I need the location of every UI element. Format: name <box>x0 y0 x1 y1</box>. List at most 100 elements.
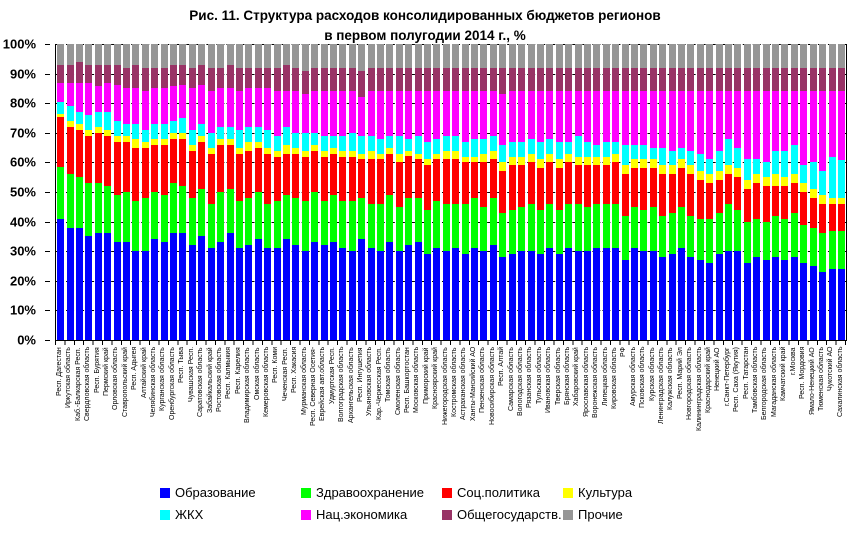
y-axis-tick-label: 100% <box>2 36 36 52</box>
bar-segment <box>536 91 544 142</box>
bar-segment <box>546 153 554 163</box>
bar-segment <box>743 91 751 160</box>
bar-segment <box>612 91 620 142</box>
bar-segment <box>518 67 526 92</box>
stacked-bar <box>85 44 93 340</box>
bar-segment <box>358 97 366 136</box>
stacked-bar <box>762 44 770 340</box>
stacked-bar <box>837 44 845 340</box>
y-axis-tick-mark <box>45 103 50 105</box>
bar-segment <box>837 268 845 340</box>
x-axis-category-label: Белгородская область <box>760 347 769 489</box>
bar-segment <box>790 67 798 92</box>
chart-title-line2: в первом полугодии 2014 г., % <box>324 28 526 43</box>
bar-segment <box>123 67 131 89</box>
bar-slot <box>799 44 808 340</box>
bar-segment <box>565 44 573 68</box>
gridline <box>56 44 846 45</box>
bar-segment <box>725 251 733 340</box>
bar-segment <box>630 159 638 169</box>
bar-segment <box>395 206 403 252</box>
x-axis-category-label: г.Москва <box>789 347 798 489</box>
bar-segment <box>198 236 206 340</box>
x-axis-category-label: Пензенская область <box>478 347 487 489</box>
x-axis-category-label-text: Белгородская область <box>761 347 769 420</box>
bar-segment <box>329 67 337 92</box>
bar-segment <box>715 91 723 151</box>
bar-segment <box>678 168 686 207</box>
bar-segment <box>329 242 337 340</box>
stacked-bar <box>386 44 394 340</box>
x-axis-category-label: Брянская область <box>563 347 572 489</box>
bar-segment <box>113 85 121 121</box>
bar-segment <box>621 67 629 92</box>
bar-segment <box>132 200 140 252</box>
bar-segment <box>678 67 686 92</box>
x-axis-category-label: Ивановская область <box>544 347 553 489</box>
bar-segment <box>555 209 563 255</box>
bar-segment <box>809 197 817 228</box>
x-axis-category-label: Мурманская область <box>300 347 309 489</box>
bar-segment <box>235 153 243 201</box>
x-axis-category-label-text: Волгоградская область <box>338 347 346 423</box>
bar-segment <box>433 91 441 139</box>
bar-segment <box>320 67 328 92</box>
bar-segment <box>696 171 704 181</box>
bar-segment <box>254 126 262 142</box>
bar-segment <box>123 135 131 142</box>
stacked-bar <box>678 44 686 340</box>
bar-segment <box>358 44 366 71</box>
bar-segment <box>282 44 290 65</box>
gridline <box>56 132 846 134</box>
stacked-bar <box>123 44 131 340</box>
bar-segment <box>837 203 845 231</box>
x-axis-category-label-text: Магаданская область <box>770 347 778 418</box>
x-axis-category-label: Саратовская область <box>196 347 205 489</box>
bar-segment <box>113 194 121 243</box>
bar-segment <box>762 177 770 187</box>
bar-segment <box>612 203 620 249</box>
bar-slot <box>696 44 705 340</box>
bar-segment <box>76 177 84 228</box>
bar-segment <box>480 162 488 207</box>
x-axis-category-label-text: Архангельская область <box>347 347 355 423</box>
bar-segment <box>76 227 84 340</box>
bar-segment <box>235 91 243 130</box>
x-axis-category-label: Респ. Тыва <box>177 347 186 489</box>
bar-segment <box>762 91 770 163</box>
bar-segment <box>687 174 695 216</box>
x-axis-category-label: Респ. Мордовия <box>798 347 807 489</box>
bar-segment <box>668 91 676 151</box>
x-axis-category-label: Ямало-Ненецкий АО <box>808 347 817 489</box>
bar-segment <box>555 141 563 160</box>
bar-segment <box>301 156 309 201</box>
stacked-bar <box>790 44 798 340</box>
x-axis-category-label-text: Калининградская область <box>695 347 703 432</box>
x-axis-category-label: Камчатский край <box>779 347 788 489</box>
bar-segment <box>621 174 629 216</box>
bar-segment <box>160 44 168 68</box>
bar-segment <box>179 85 187 119</box>
bar-segment <box>546 248 554 340</box>
bar-segment <box>123 242 131 340</box>
bar-slot <box>150 44 159 340</box>
bar-segment <box>235 129 243 148</box>
bar-segment <box>442 91 450 136</box>
bar-segment <box>358 197 366 240</box>
bar-segment <box>536 254 544 340</box>
bar-segment <box>555 44 563 68</box>
bar-segment <box>282 153 290 195</box>
bar-segment <box>480 44 488 68</box>
bar-segment <box>734 251 742 340</box>
bar-segment <box>433 44 441 68</box>
stacked-bar <box>452 44 460 340</box>
bar-segment <box>706 44 714 68</box>
bar-segment <box>489 91 497 136</box>
legend-item: Здравоохранение <box>301 485 442 500</box>
bar-slot <box>536 44 545 340</box>
x-axis-category-label: Ставропольский край <box>121 347 130 489</box>
bar-segment <box>649 67 657 92</box>
bar-slot <box>837 44 846 340</box>
x-axis-category-label-text: Ленинградская область <box>658 347 665 424</box>
stacked-bar <box>640 44 648 340</box>
